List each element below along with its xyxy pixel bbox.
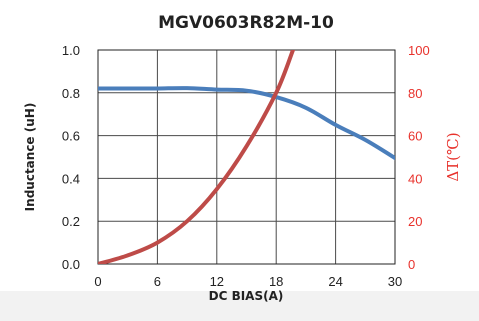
y-axis-label: Inductance (uH) (23, 103, 37, 212)
y2-tick-label: 0 (408, 257, 415, 272)
y2-tick-label: 60 (408, 129, 422, 144)
y-tick-label: 0.0 (62, 257, 80, 272)
y-tick-label: 0.2 (62, 214, 80, 229)
series-inductance-line (98, 86, 395, 161)
x-tick-label: 18 (269, 274, 283, 289)
y2-axis-label: ΔT(℃) (444, 132, 462, 181)
y-tick-label: 0.8 (62, 86, 80, 101)
series-layer (98, 50, 395, 264)
y-ticks: 0.0 0.2 0.4 0.6 0.8 1.0 (62, 43, 80, 272)
x-tick-label: 30 (388, 274, 402, 289)
y2-tick-label: 80 (408, 86, 422, 101)
y2-tick-label: 20 (408, 214, 422, 229)
y-tick-label: 0.4 (62, 171, 80, 186)
x-ticks: 0 6 12 18 24 30 (94, 274, 402, 289)
plot-frame (97, 49, 396, 265)
chart-title: MGV0603R82M-10 (158, 13, 334, 33)
y2-tick-label: 40 (408, 171, 422, 186)
y2-tick-label: 100 (408, 43, 430, 58)
y-tick-label: 0.6 (62, 129, 80, 144)
y-tick-label: 1.0 (62, 43, 80, 58)
y2-ticks: 0 20 40 60 80 100 (408, 43, 430, 272)
x-tick-label: 0 (94, 274, 101, 289)
series-temperature-line (98, 50, 295, 264)
grid (98, 50, 395, 264)
x-axis-label: DC BIAS(A) (209, 289, 284, 303)
bottom-band (0, 291, 479, 321)
x-tick-label: 6 (154, 274, 161, 289)
x-tick-label: 24 (328, 274, 342, 289)
x-tick-label: 12 (210, 274, 224, 289)
